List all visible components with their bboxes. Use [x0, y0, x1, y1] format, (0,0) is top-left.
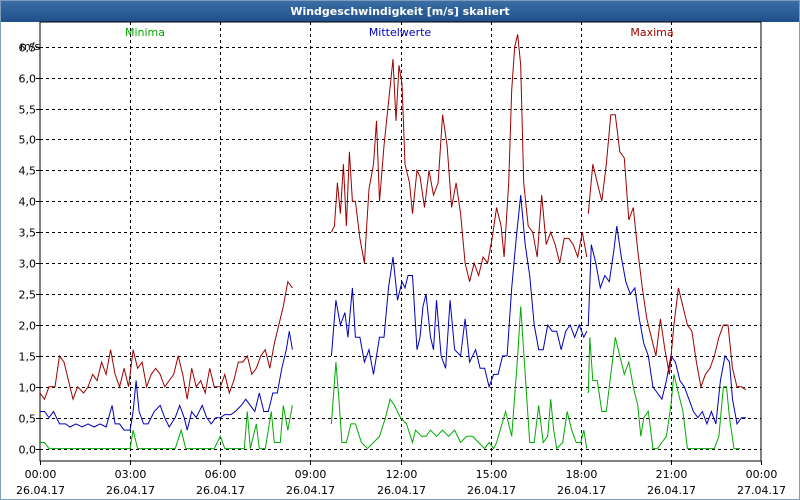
y-tick-label: 4,0: [19, 196, 37, 209]
series-line-maxima: [330, 34, 588, 282]
legend-maxima: Maxima: [630, 26, 673, 39]
y-tick-label: 2,0: [19, 320, 37, 333]
series-line-minima: [587, 337, 740, 450]
y-axis-label: m/s: [20, 40, 40, 53]
x-tick-date: 26.04.17: [557, 484, 606, 497]
y-tick-label: 2,5: [19, 289, 37, 302]
x-tick-date: 26.04.17: [286, 484, 335, 497]
x-tick-time: 03:00: [115, 468, 147, 481]
x-tick-time: 00:00: [25, 468, 57, 481]
y-tick-label: 1,5: [19, 351, 37, 364]
x-tick-time: 00:00: [746, 468, 778, 481]
chart-title-bar: Windgeschwindigkeit [m/s] skaliert: [1, 1, 799, 22]
series-line-mittelwerte: [587, 225, 746, 426]
series-line-maxima: [39, 280, 293, 401]
y-tick-label: 5,5: [19, 104, 37, 117]
x-tick-time: 12:00: [386, 468, 418, 481]
x-tick-date: 26.04.17: [467, 484, 516, 497]
y-tick-label: 0,0: [19, 444, 37, 457]
legend-mittelwerte: Mittelwerte: [369, 26, 432, 39]
series-line-mittelwerte: [330, 195, 588, 389]
y-tick-label: 6,5: [19, 42, 37, 55]
x-tick-date: 26.04.17: [647, 484, 696, 497]
series-line-mittelwerte: [40, 331, 293, 431]
series-line-minima: [40, 405, 293, 450]
x-tick-time: 21:00: [656, 468, 688, 481]
x-tick-time: 15:00: [476, 468, 508, 481]
x-tick-date: 26.04.17: [377, 484, 426, 497]
plot-area: [39, 21, 762, 462]
y-tick-label: 4,5: [19, 165, 37, 178]
y-tick-label: 3,5: [19, 227, 37, 240]
x-tick-time: 06:00: [205, 468, 237, 481]
x-tick-time: 09:00: [295, 468, 327, 481]
x-tick-date: 27.04.17: [737, 484, 786, 497]
x-tick-date: 26.04.17: [196, 484, 245, 497]
y-tick-label: 3,0: [19, 258, 37, 271]
x-tick-date: 26.04.17: [106, 484, 155, 497]
y-tick-label: 5,0: [19, 134, 37, 147]
series-line-maxima: [587, 114, 747, 391]
x-tick-date: 26.04.17: [16, 484, 65, 497]
y-tick-label: 6,0: [19, 73, 37, 86]
legend-minima: Minima: [125, 26, 165, 39]
y-tick-label: 1,0: [19, 382, 37, 395]
y-tick-label: 0,5: [19, 413, 37, 426]
x-tick-time: 18:00: [566, 468, 598, 481]
series-line-minima: [330, 306, 588, 450]
